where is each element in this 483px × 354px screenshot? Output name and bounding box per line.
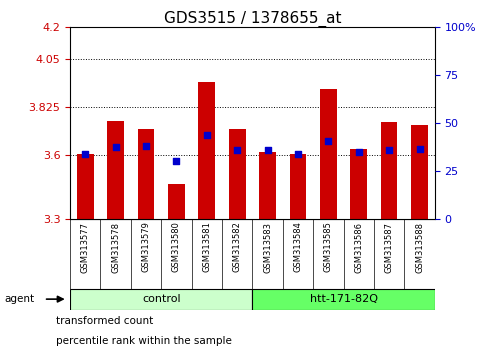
Bar xyxy=(259,152,276,219)
Point xyxy=(233,147,241,153)
Title: GDS3515 / 1378655_at: GDS3515 / 1378655_at xyxy=(164,10,341,27)
Point xyxy=(112,144,119,149)
Text: GSM313578: GSM313578 xyxy=(111,222,120,273)
Text: control: control xyxy=(142,294,181,304)
Point xyxy=(203,132,211,138)
Bar xyxy=(320,89,337,219)
Bar xyxy=(252,289,435,310)
Text: GSM313584: GSM313584 xyxy=(294,222,302,273)
Text: GSM313586: GSM313586 xyxy=(354,222,363,273)
Text: GSM313585: GSM313585 xyxy=(324,222,333,273)
Point xyxy=(264,147,271,153)
Text: htt-171-82Q: htt-171-82Q xyxy=(310,294,378,304)
Text: GSM313582: GSM313582 xyxy=(233,222,242,273)
Bar xyxy=(77,154,94,219)
Text: GSM313583: GSM313583 xyxy=(263,222,272,273)
Bar xyxy=(290,154,306,219)
Point xyxy=(142,143,150,148)
Bar xyxy=(138,130,155,219)
Text: GSM313587: GSM313587 xyxy=(384,222,394,273)
Text: percentile rank within the sample: percentile rank within the sample xyxy=(56,336,231,346)
Bar xyxy=(168,184,185,219)
Bar xyxy=(199,82,215,219)
Point xyxy=(81,151,89,157)
Text: transformed count: transformed count xyxy=(56,316,153,326)
Bar xyxy=(70,289,252,310)
Bar xyxy=(229,130,245,219)
Bar xyxy=(381,122,398,219)
Bar xyxy=(411,125,428,219)
Text: GSM313581: GSM313581 xyxy=(202,222,211,273)
Bar xyxy=(350,149,367,219)
Point xyxy=(325,138,332,144)
Text: GSM313588: GSM313588 xyxy=(415,222,424,273)
Text: GSM313577: GSM313577 xyxy=(81,222,90,273)
Text: GSM313579: GSM313579 xyxy=(142,222,151,273)
Point xyxy=(355,149,363,155)
Text: agent: agent xyxy=(5,294,35,304)
Bar xyxy=(107,121,124,219)
Text: GSM313580: GSM313580 xyxy=(172,222,181,273)
Point xyxy=(172,158,180,163)
Point xyxy=(385,147,393,153)
Point xyxy=(294,151,302,157)
Point xyxy=(416,146,424,152)
